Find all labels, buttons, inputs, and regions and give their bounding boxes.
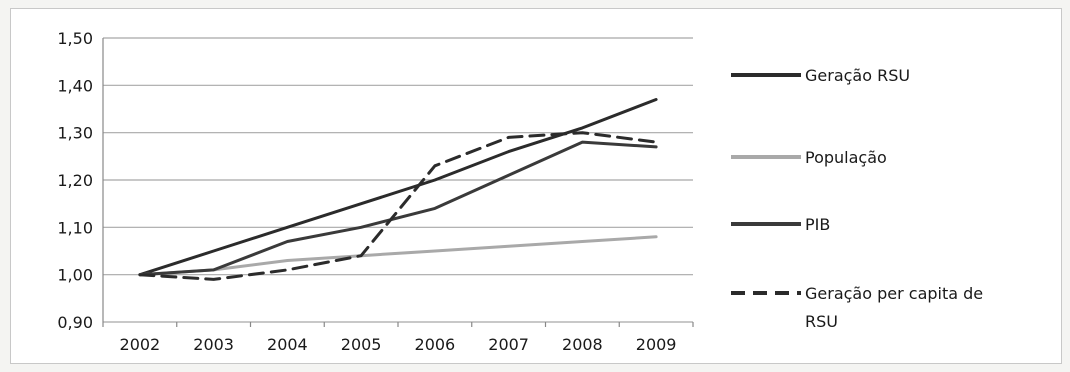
chart-frame: 0,90 1,00 1,10 1,20 1,30 1,40 1,50 2002 2003 2004… xyxy=(10,8,1062,364)
y-tick-label: 1,00 xyxy=(57,266,93,285)
series-line-2 xyxy=(138,235,658,277)
x-tick-label: 2002 xyxy=(120,335,161,354)
legend-label: RSU xyxy=(805,312,838,331)
x-tick-label: 2009 xyxy=(636,335,677,354)
legend-label: População xyxy=(805,148,887,167)
legend-label: Geração RSU xyxy=(805,66,910,85)
series-line-4 xyxy=(138,131,658,281)
x-tick-label: 2005 xyxy=(341,335,382,354)
line-chart: 0,90 1,00 1,10 1,20 1,30 1,40 1,50 2002 2003 2004… xyxy=(57,29,983,354)
y-tick-label: 1,10 xyxy=(57,218,93,237)
x-tick-label: 2004 xyxy=(267,335,308,354)
y-tick-label: 1,20 xyxy=(57,171,93,190)
legend-label: PIB xyxy=(805,215,830,234)
y-tick-label: 1,50 xyxy=(57,29,93,48)
legend-label: Geração per capita de xyxy=(805,284,983,303)
x-tick-label: 2006 xyxy=(415,335,456,354)
x-tick-label: 2007 xyxy=(488,335,529,354)
y-tick-label: 1,40 xyxy=(57,76,93,95)
series-line-1 xyxy=(138,98,658,277)
y-tick-label: 0,90 xyxy=(57,313,93,332)
x-tick-label: 2008 xyxy=(562,335,603,354)
series-line-3 xyxy=(138,140,658,277)
x-tick-label: 2003 xyxy=(193,335,234,354)
y-tick-label: 1,30 xyxy=(57,124,93,143)
